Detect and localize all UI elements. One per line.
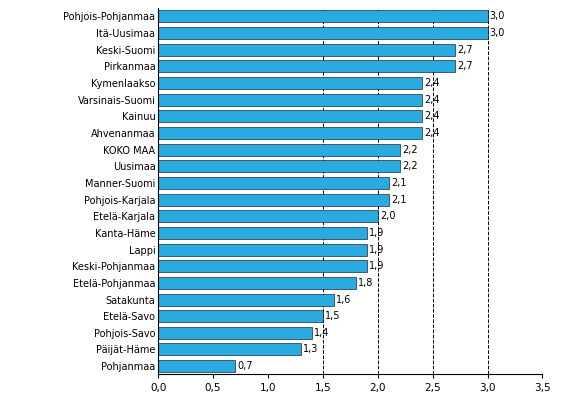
Bar	[158, 94, 421, 106]
Text: 1,9: 1,9	[369, 245, 384, 254]
Text: 2,4: 2,4	[424, 78, 440, 88]
Text: 3,0: 3,0	[490, 11, 505, 22]
Text: 1,8: 1,8	[358, 278, 373, 288]
Bar	[158, 210, 378, 222]
Text: 2,4: 2,4	[424, 95, 440, 105]
Text: 1,9: 1,9	[369, 228, 384, 238]
Text: 2,1: 2,1	[391, 178, 406, 188]
Bar	[158, 11, 488, 22]
Bar	[158, 344, 301, 355]
Bar	[158, 60, 455, 72]
Text: 2,4: 2,4	[424, 112, 440, 121]
Text: 3,0: 3,0	[490, 28, 505, 38]
Bar	[158, 327, 312, 339]
Bar	[158, 177, 389, 189]
Text: 2,2: 2,2	[402, 144, 418, 155]
Text: 1,4: 1,4	[314, 328, 329, 338]
Bar	[158, 293, 334, 306]
Bar	[158, 277, 356, 289]
Bar	[158, 27, 488, 39]
Text: 1,3: 1,3	[303, 344, 319, 354]
Bar	[158, 160, 399, 172]
Bar	[158, 144, 399, 155]
Text: 0,7: 0,7	[237, 361, 253, 371]
Text: 1,5: 1,5	[325, 311, 341, 321]
Bar	[158, 110, 421, 123]
Text: 1,6: 1,6	[336, 295, 351, 304]
Text: 2,2: 2,2	[402, 161, 418, 171]
Bar	[158, 310, 323, 322]
Text: 2,0: 2,0	[380, 211, 395, 221]
Text: 1,9: 1,9	[369, 261, 384, 271]
Bar	[158, 77, 421, 89]
Bar	[158, 360, 235, 372]
Text: 2,4: 2,4	[424, 128, 440, 138]
Text: 2,1: 2,1	[391, 195, 406, 205]
Bar	[158, 127, 421, 139]
Bar	[158, 243, 367, 256]
Bar	[158, 194, 389, 206]
Text: 2,7: 2,7	[457, 61, 472, 71]
Bar	[158, 44, 455, 56]
Bar	[158, 260, 367, 272]
Bar	[158, 227, 367, 239]
Text: 2,7: 2,7	[457, 45, 472, 55]
